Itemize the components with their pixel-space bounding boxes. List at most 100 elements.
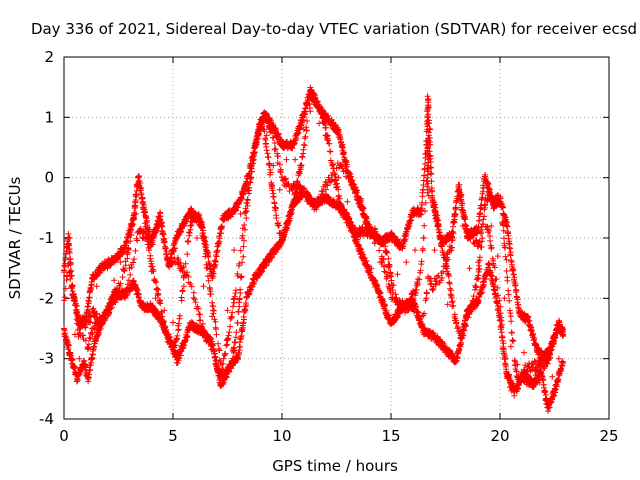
data-point-marker	[243, 215, 250, 221]
data-point-marker	[449, 298, 456, 305]
data-point-marker	[227, 323, 234, 330]
data-point-marker	[62, 285, 69, 292]
data-point-marker	[131, 256, 138, 263]
x-tick-label: 20	[490, 427, 509, 445]
data-point-marker	[134, 237, 141, 244]
data-point-marker	[216, 347, 223, 354]
data-point-marker	[238, 332, 245, 339]
data-point-marker	[197, 317, 204, 324]
data-point-marker	[121, 267, 128, 274]
data-point-marker	[210, 307, 217, 314]
data-markers	[61, 84, 567, 415]
data-point-marker	[159, 313, 166, 320]
data-point-marker	[327, 148, 334, 155]
data-point-marker	[175, 320, 182, 327]
data-point-marker	[302, 133, 309, 140]
data-point-marker	[212, 318, 219, 325]
data-point-marker	[132, 247, 139, 254]
data-point-marker	[335, 192, 342, 199]
data-point-marker	[68, 272, 75, 279]
data-point-marker	[73, 302, 79, 309]
data-point-marker	[270, 193, 277, 200]
y-tick-label: -1	[39, 229, 54, 247]
data-point-marker	[450, 302, 457, 309]
data-point-marker	[299, 154, 306, 161]
y-tick-label: -4	[39, 410, 54, 428]
y-tick-label: -2	[39, 289, 54, 307]
data-point-marker	[157, 213, 164, 220]
data-point-marker	[166, 333, 173, 340]
data-point-marker	[157, 300, 164, 307]
data-point-marker	[429, 287, 436, 293]
data-point-marker	[447, 285, 454, 292]
data-point-marker	[213, 331, 220, 338]
data-point-marker	[184, 269, 190, 276]
data-point-marker	[231, 339, 238, 345]
data-point-marker	[127, 271, 134, 278]
data-point-marker	[212, 259, 219, 265]
chart-title: Day 336 of 2021, Sidereal Day-to-day VTE…	[31, 20, 637, 38]
data-point-marker	[73, 303, 80, 310]
data-point-marker	[159, 223, 166, 230]
data-point-marker	[128, 231, 135, 238]
data-point-marker	[185, 279, 192, 286]
data-point-marker	[180, 264, 187, 271]
data-point-marker	[67, 260, 74, 267]
data-point-marker	[190, 289, 197, 296]
data-point-marker	[203, 242, 210, 248]
data-point-marker	[178, 297, 185, 304]
data-point-marker	[214, 247, 221, 254]
data-point-marker	[205, 277, 212, 284]
data-point-marker	[64, 337, 71, 344]
data-point-marker	[504, 277, 511, 284]
data-point-marker	[82, 324, 89, 331]
data-point-marker	[265, 154, 272, 161]
data-point-marker	[423, 290, 430, 297]
data-point-marker	[174, 332, 181, 339]
data-point-marker	[88, 281, 95, 288]
data-point-marker	[240, 253, 247, 260]
data-point-marker	[233, 329, 240, 336]
data-point-marker	[447, 287, 454, 294]
data-point-marker	[65, 230, 72, 237]
y-tick-label: 1	[44, 108, 54, 126]
data-point-marker	[213, 326, 219, 333]
data-point-marker	[220, 355, 227, 362]
data-point-marker	[480, 216, 487, 223]
data-point-marker	[176, 312, 183, 319]
data-point-marker	[163, 248, 170, 255]
data-point-marker	[171, 255, 178, 262]
data-point-marker	[69, 282, 76, 289]
data-point-marker	[127, 238, 134, 245]
data-point-marker	[421, 222, 428, 229]
data-point-marker	[61, 269, 68, 276]
data-point-marker	[175, 326, 182, 333]
data-point-marker	[148, 260, 155, 267]
data-point-marker	[116, 285, 123, 291]
data-point-marker	[65, 342, 72, 349]
data-point-marker	[147, 252, 154, 259]
data-point-marker	[149, 241, 156, 248]
data-point-marker	[119, 274, 126, 281]
data-point-marker	[301, 135, 308, 142]
x-tick-label: 0	[59, 427, 69, 445]
data-point-marker	[154, 285, 161, 292]
data-point-marker	[85, 318, 92, 325]
data-point-marker	[244, 197, 251, 204]
data-point-marker	[125, 245, 132, 252]
data-point-marker	[102, 317, 109, 324]
data-point-marker	[158, 310, 165, 316]
data-point-marker	[152, 278, 159, 285]
data-point-marker	[132, 197, 139, 203]
data-point-marker	[136, 291, 143, 298]
data-point-marker	[184, 333, 191, 340]
data-point-marker	[127, 227, 134, 234]
data-point-marker	[176, 355, 183, 362]
data-point-marker	[191, 296, 198, 303]
data-point-marker	[66, 249, 73, 256]
data-point-marker	[487, 237, 494, 244]
data-point-marker	[237, 343, 244, 350]
data-point-marker	[219, 223, 225, 230]
data-point-marker	[236, 303, 243, 310]
data-point-marker	[476, 265, 483, 272]
